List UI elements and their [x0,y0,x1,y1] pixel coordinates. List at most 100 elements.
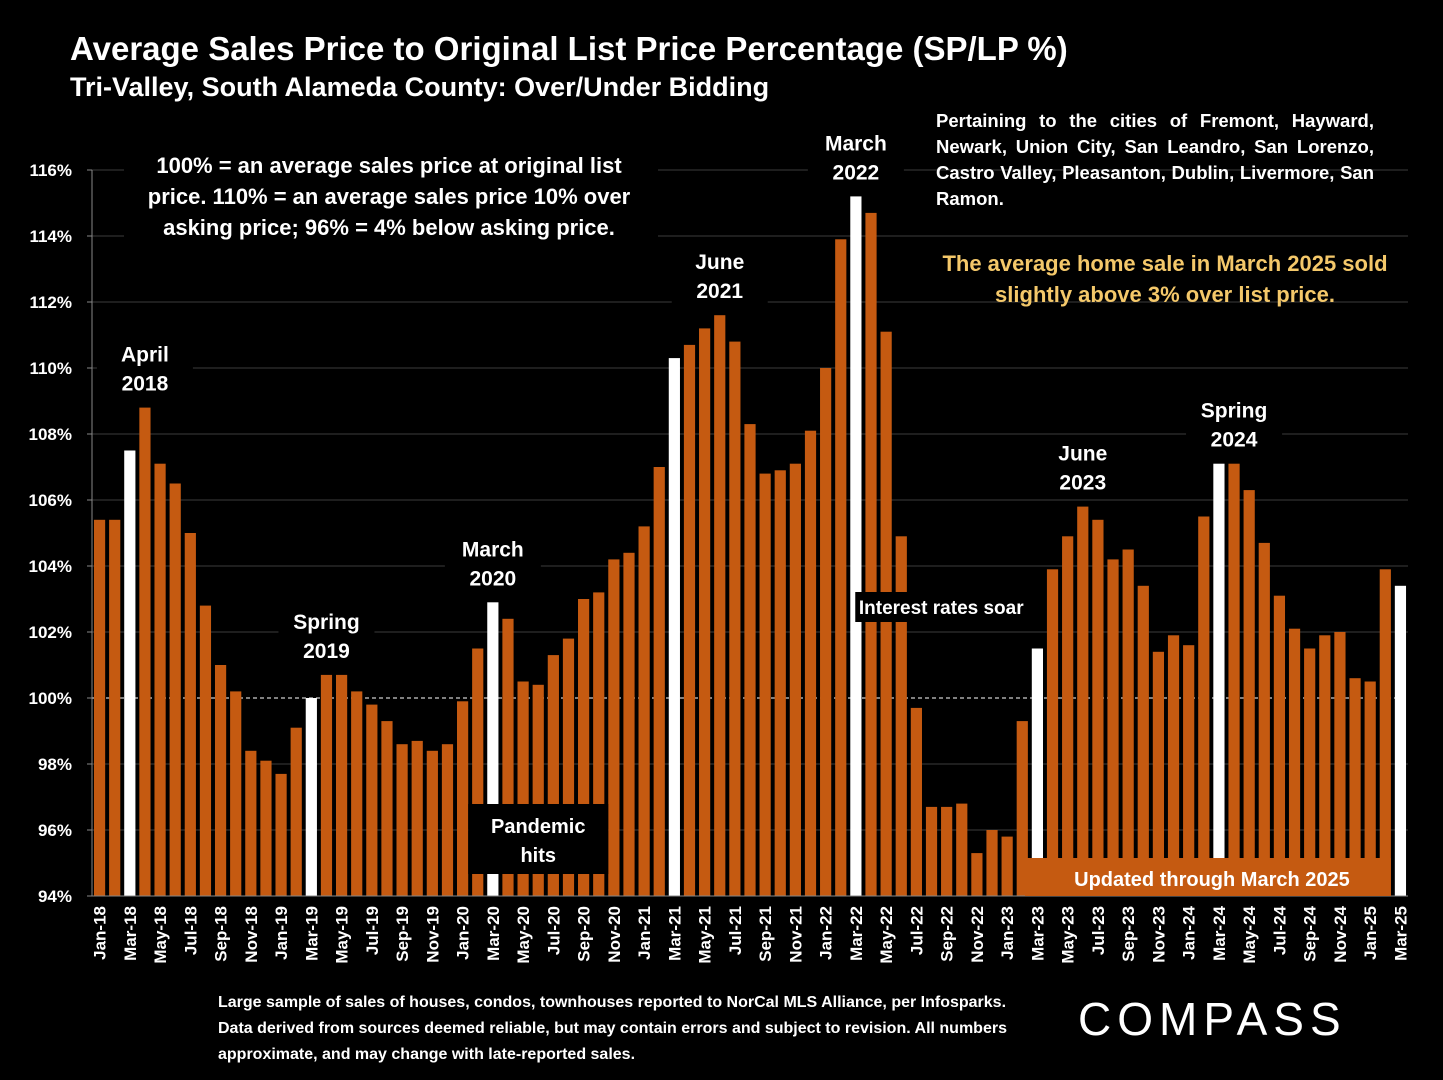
source-footnote: Large sample of sales of houses, condos,… [218,994,1007,1063]
bar-dec-23 [1167,635,1180,896]
x-tick-label: Mar-23 [1028,906,1047,961]
bar-nov-21 [789,463,801,896]
bar-jan-24 [1183,645,1195,896]
explanation-bg [124,142,658,244]
y-tick-label: 102% [29,623,72,642]
annotation-bg [1186,393,1283,456]
bar-jun-24 [1258,542,1270,896]
bar-oct-20 [593,592,605,896]
x-tick-label: Nov-24 [1331,905,1350,962]
bar-aug-22 [925,806,938,896]
x-tick-label: Sep-22 [938,906,957,962]
x-tick-label: Sep-23 [1119,906,1138,962]
annotation-bg [671,245,768,308]
annotation-bg [1034,436,1131,499]
bar-oct-22 [956,803,968,896]
bar-oct-23 [1137,585,1149,896]
bar-jul-23 [1092,519,1104,896]
bar-jun-20 [532,684,544,896]
annotation-label: March 2020 [462,538,524,590]
bar-aug-20 [562,638,575,896]
chart-title: Average Sales Price to Original List Pri… [70,30,1068,67]
x-tick-label: Jan-21 [635,906,654,960]
x-tick-label: Sep-21 [756,906,775,962]
bar-nov-18 [245,750,257,896]
bar-may-23 [1062,536,1074,896]
bar-aug-21 [744,424,756,896]
bar-sep-19 [396,744,408,896]
bar-mar-19 [305,698,317,896]
bar-sep-21 [759,473,771,896]
annotation-label: June 2023 [1058,443,1107,495]
chart-annotations: April 2018 Spring 2019 March 2020 June 2021 Marc… [96,126,1391,896]
x-tick-label: Nov-23 [1149,906,1168,963]
x-tick-label: May-23 [1059,906,1078,964]
updated-box [1024,858,1391,896]
bar-sep-24 [1304,648,1316,896]
updated-note: Updated through March 2025 [1074,869,1350,891]
cities-note: Pertaining to the cities of Fremont, Hay… [936,110,1374,209]
bar-apr-21 [683,344,696,896]
bar-mar-22 [850,196,862,896]
bar-jul-20 [547,655,559,896]
bar-feb-20 [472,648,484,896]
x-tick-label: Jul-22 [907,906,926,955]
bar-nov-19 [426,750,438,896]
x-tick-label: Jan-18 [91,906,110,960]
annotation-bg [96,337,193,400]
bar-nov-20 [608,559,620,896]
x-tick-label: Mar-22 [847,906,866,961]
y-tick-label: 94% [38,887,72,906]
bar-apr-22 [865,212,877,896]
bar-dec-18 [260,760,272,896]
bar-dec-21 [804,430,817,896]
x-tick-label: Nov-21 [786,906,805,963]
bar-feb-18 [109,519,121,896]
bar-jan-23 [1001,836,1013,896]
explanation-note: 100% = an average sales price at origina… [148,153,631,240]
bar-oct-21 [774,470,786,896]
bar-apr-24 [1228,463,1240,896]
x-tick-label: Nov-19 [423,906,442,963]
x-tick-label: Mar-25 [1391,906,1410,961]
annotation-bg [444,532,541,595]
x-tick-label: Jan-19 [272,906,291,960]
bar-aug-23 [1107,559,1119,896]
x-tick-label: Sep-18 [212,906,231,962]
bar-aug-19 [381,721,393,896]
bar-jul-24 [1273,595,1286,896]
bar-mar-18 [124,450,136,896]
x-tick-label: Nov-18 [242,906,261,963]
bar-jan-18 [93,519,106,896]
bar-oct-24 [1319,635,1331,896]
bar-apr-18 [139,407,151,896]
rates-bg [855,592,1028,622]
bar-mar-25 [1394,585,1407,896]
x-tick-label: May-18 [151,906,170,964]
bar-sep-22 [941,806,953,896]
x-tick-label: Jan-23 [998,906,1017,960]
rates-note: Interest rates soar [859,598,1024,619]
bar-jan-25 [1364,681,1376,896]
bar-may-21 [699,328,711,896]
bar-jun-22 [895,536,907,896]
bar-jan-21 [638,526,650,896]
bar-dec-22 [986,830,998,896]
bar-may-18 [154,463,166,896]
bar-jun-23 [1077,506,1089,896]
bar-feb-23 [1016,721,1028,896]
y-tick-label: 104% [29,557,72,576]
bar-may-20 [517,681,529,896]
y-tick-label: 106% [29,491,72,510]
bar-feb-24 [1198,516,1210,896]
x-tick-label: May-19 [333,906,352,964]
bar-dec-24 [1349,678,1361,896]
annotation-label: March 2022 [825,132,887,184]
y-tick-label: 98% [38,755,72,774]
bar-mar-20 [487,602,499,896]
bar-feb-21 [653,467,665,896]
y-tick-label: 96% [38,821,72,840]
bar-may-19 [335,674,348,896]
x-tick-label: Mar-18 [121,906,140,961]
